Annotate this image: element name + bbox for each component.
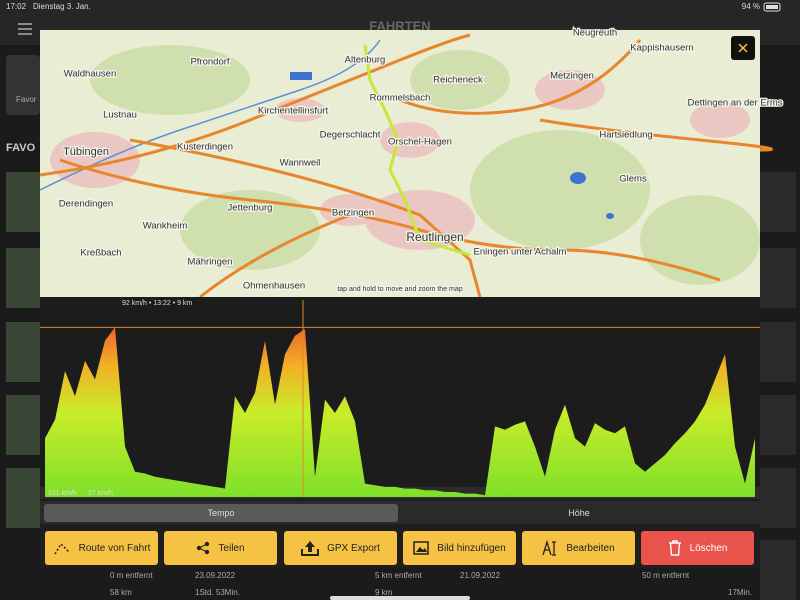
- icon: [413, 541, 430, 555]
- row-text: 21.09.2022: [460, 571, 501, 580]
- battery-level: [766, 5, 778, 9]
- icon: [53, 542, 70, 555]
- gpx-button[interactable]: GPX Export: [284, 531, 397, 565]
- place: Altenburg: [345, 55, 386, 66]
- icon: [668, 540, 681, 556]
- map[interactable]: Altenburg Neugreuth Waldhausen Pfrondorf…: [39, 26, 784, 299]
- place: Wannweil: [280, 158, 321, 169]
- map-hint: tap and hold to move and zoom the map: [337, 286, 462, 293]
- row-text: 23.09.2022: [195, 571, 236, 580]
- row-text: 0 m entfernt: [110, 571, 153, 580]
- route-button[interactable]: Route von Fahrt: [45, 531, 158, 565]
- button-label: Bild hinzufügen: [437, 542, 506, 554]
- place: Tübingen: [63, 146, 109, 158]
- row-text: 9 km: [375, 588, 393, 597]
- list-thumbs: [6, 172, 796, 600]
- place: Kappishausern: [630, 43, 693, 54]
- route: [363, 44, 471, 257]
- row-text: 17Min.: [728, 588, 752, 597]
- cursor-label: 92 km/h • 13:22 • 9 km: [122, 300, 192, 307]
- place: Derendingen: [59, 199, 113, 210]
- edit-button[interactable]: Bearbeiten: [522, 531, 635, 565]
- home-indicator: [330, 596, 470, 600]
- place: Dettingen an der Erms: [687, 98, 782, 109]
- place: Lustnau: [103, 110, 137, 121]
- app-title: FAHRTEN: [369, 18, 430, 33]
- button-label: Route von Fahrt: [78, 542, 151, 554]
- share-button[interactable]: Teilen: [164, 531, 277, 565]
- place: Jettenburg: [228, 203, 273, 214]
- speed-chart[interactable]: [40, 297, 760, 500]
- place: Orschel-Hagen: [388, 137, 452, 148]
- delete-button[interactable]: Löschen: [641, 531, 754, 565]
- place: Hartsiedlung: [599, 130, 652, 141]
- place: Waldhausen: [64, 69, 116, 80]
- favorites-tile[interactable]: [6, 55, 40, 115]
- menu-icon[interactable]: [18, 23, 32, 35]
- place: Kusterdingen: [177, 142, 233, 153]
- time: 17:02: [6, 2, 27, 11]
- place: Metzingen: [550, 71, 594, 82]
- place: Glems: [619, 174, 647, 185]
- date: Dienstag 3. Jan.: [33, 2, 91, 11]
- place: Wankheim: [143, 221, 188, 232]
- button-label: GPX Export: [327, 542, 380, 554]
- button-label: Löschen: [689, 542, 728, 554]
- favorites: Favor: [16, 95, 37, 104]
- place: Rommelsbach: [370, 93, 431, 104]
- close-icon: [738, 43, 748, 53]
- avg-label: 27 km/h: [88, 490, 113, 497]
- icon: [542, 540, 557, 556]
- battery: 94 %: [742, 2, 760, 11]
- row-text: 58 km: [110, 588, 132, 597]
- row-text: 1Std. 53Min.: [195, 588, 240, 597]
- tab-label: Tempo: [207, 508, 235, 518]
- max-label: 101 km/h: [48, 490, 77, 497]
- button-label: Teilen: [218, 542, 245, 554]
- icon: [301, 541, 320, 556]
- tab-label: Höhe: [568, 508, 590, 518]
- tab-speed[interactable]: Tempo: [44, 504, 398, 522]
- battery-icon: [763, 2, 781, 12]
- place: Reutlingen: [406, 230, 463, 244]
- section-title: FAVO: [6, 142, 36, 154]
- image-button[interactable]: Bild hinzufügen: [403, 531, 516, 565]
- place: Pfrondorf: [190, 57, 229, 68]
- place: Kirchentellinsfurt: [258, 106, 329, 117]
- icon: [197, 541, 210, 555]
- place: Ohmenhausen: [243, 281, 305, 292]
- speed-area: [45, 327, 755, 497]
- tab-elevation[interactable]: Höhe: [402, 504, 756, 522]
- row-text: 5 km entfernt: [375, 571, 422, 580]
- place: Degerschlacht: [320, 130, 381, 141]
- place: Neugreuth: [573, 28, 617, 39]
- place: Eningen unter Achalm: [474, 247, 567, 258]
- row-text: 50 m entfernt: [642, 571, 690, 580]
- place: Mähringen: [188, 257, 233, 268]
- place: Kreßbach: [80, 248, 121, 259]
- button-label: Bearbeiten: [566, 542, 615, 554]
- place: Reicheneck: [433, 75, 483, 86]
- place: Betzingen: [332, 208, 374, 219]
